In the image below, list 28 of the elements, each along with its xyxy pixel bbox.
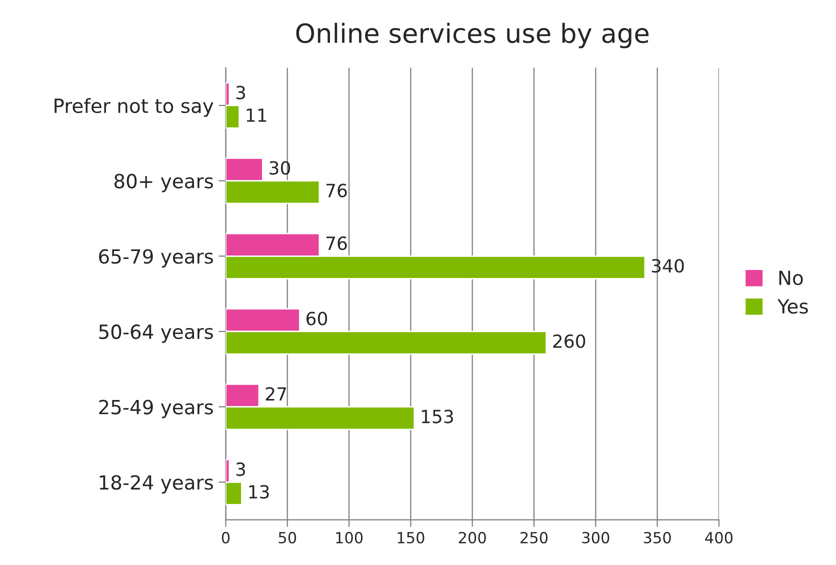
- y-tick-label: 25-49 years: [99, 400, 213, 418]
- x-tick-label: 200: [458, 532, 486, 544]
- y-tick-label: 80+ years: [114, 174, 213, 192]
- x-tick-label: 300: [582, 532, 610, 544]
- y-tick-label: 18-24 years: [100, 475, 213, 494]
- chart-title: Online services use by age: [296, 22, 649, 48]
- y-tick-label: 65-79 years: [99, 249, 213, 268]
- y-tick-label: Prefer not to say: [54, 98, 214, 117]
- data-label: 3: [236, 86, 246, 100]
- x-tick-label: 150: [398, 532, 424, 544]
- data-label: 260: [553, 334, 586, 348]
- data-label: 153: [422, 410, 453, 424]
- data-label: 76: [326, 184, 347, 198]
- x-tick-label: 50: [278, 532, 296, 544]
- x-tick-label: 100: [336, 532, 363, 544]
- legend-label: No: [779, 270, 803, 286]
- data-label: 76: [326, 236, 347, 250]
- data-label: 13: [249, 485, 269, 499]
- x-tick-label: 0: [222, 532, 230, 544]
- legend-label: Yes: [777, 299, 808, 314]
- x-tick-label: 400: [705, 532, 733, 544]
- data-label: 3: [236, 462, 246, 476]
- data-label: 60: [306, 312, 328, 326]
- x-tick-label: 250: [520, 532, 548, 544]
- y-tick-label: 50-64 years: [99, 324, 213, 343]
- data-label: 11: [246, 108, 266, 122]
- data-label: 27: [266, 387, 286, 400]
- x-tick-label: 350: [644, 532, 671, 544]
